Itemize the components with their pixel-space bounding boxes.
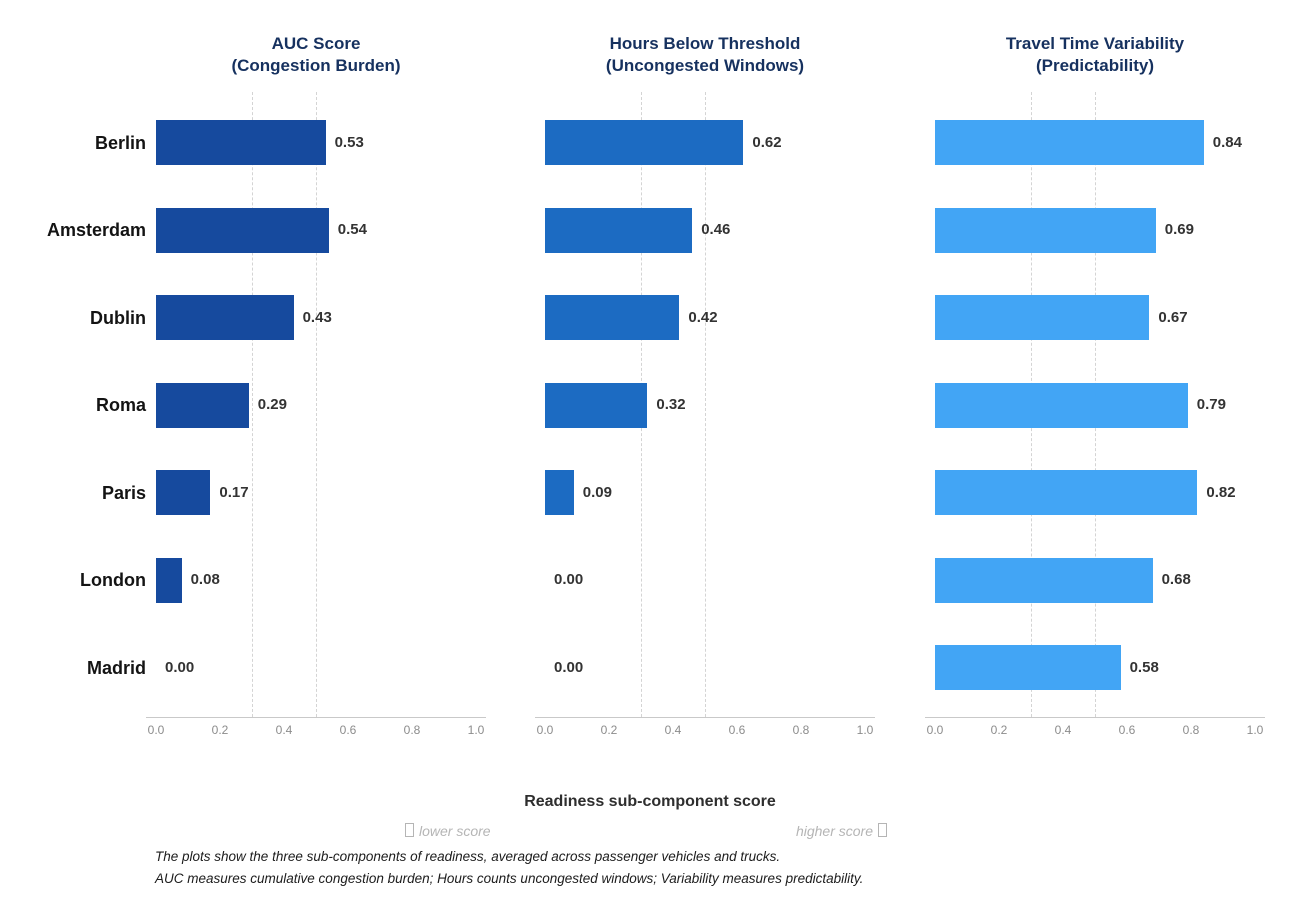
right-arrow-missing-glyph-icon	[878, 823, 887, 837]
bar-madrid	[935, 645, 1121, 691]
bar-value-label: 0.29	[257, 396, 287, 414]
panel-title-line2: (Uncongested Windows)	[605, 56, 805, 75]
category-label-madrid: Madrid	[86, 657, 146, 678]
bar-value-label: 0.17	[219, 483, 249, 501]
hint-lower-score-text: lower score	[419, 823, 491, 839]
footnote-line-2: AUC measures cumulative congestion burde…	[155, 871, 864, 886]
x-tick-label: 0.0	[536, 723, 554, 737]
x-tick-label: 0.4	[664, 723, 682, 737]
category-label-london: London	[80, 570, 146, 591]
x-axis-line	[535, 717, 875, 718]
bar-value-label: 0.00	[554, 571, 584, 589]
hint-lower-score: lower score	[405, 823, 491, 839]
x-tick-label: 0.2	[990, 723, 1008, 737]
x-tick-label: 0.2	[600, 723, 618, 737]
bar-dublin	[935, 295, 1150, 341]
bar-value-label: 0.32	[656, 396, 686, 414]
bar-london	[935, 557, 1153, 603]
x-tick-label: 0.4	[1054, 723, 1072, 737]
bar-roma	[156, 382, 249, 428]
bar-dublin	[156, 295, 294, 341]
x-tick-label: 0.8	[1182, 723, 1200, 737]
x-tick-label: 0.2	[211, 723, 229, 737]
bar-value-label: 0.00	[165, 658, 195, 676]
bar-amsterdam	[935, 207, 1156, 253]
bar-value-label: 0.68	[1161, 571, 1191, 589]
x-tick-label: 0.6	[1118, 723, 1136, 737]
bar-value-label: 0.42	[688, 308, 718, 326]
hint-higher-score: higher score	[796, 823, 887, 839]
category-label-paris: Paris	[101, 482, 146, 503]
x-tick-label: 0.0	[926, 723, 944, 737]
reference-line-0.3	[252, 92, 253, 717]
reference-line-0.5	[705, 92, 706, 717]
x-tick-label: 1.0	[856, 723, 874, 737]
bar-value-label: 0.46	[701, 221, 731, 239]
bar-london	[156, 557, 182, 603]
x-tick-label: 0.4	[275, 723, 293, 737]
x-tick-label: 1.0	[467, 723, 485, 737]
category-label-amsterdam: Amsterdam	[46, 220, 146, 241]
panel-title-line1: Travel Time Variability	[1005, 34, 1185, 53]
bar-berlin	[935, 120, 1204, 166]
bar-dublin	[545, 295, 680, 341]
reference-line-0.5	[316, 92, 317, 717]
bar-value-label: 0.43	[302, 308, 332, 326]
bar-value-label: 0.54	[337, 221, 367, 239]
panel-title-line2: (Predictability)	[1035, 56, 1155, 75]
panel-title-line1: AUC Score	[271, 34, 361, 53]
bar-paris	[935, 470, 1198, 516]
bar-paris	[545, 470, 574, 516]
bar-value-label: 0.53	[334, 133, 364, 151]
bar-amsterdam	[156, 207, 329, 253]
bar-roma	[545, 382, 648, 428]
panel-title-hours-below-threshold: Hours Below Threshold (Uncongested Windo…	[505, 33, 905, 77]
x-tick-label: 1.0	[1246, 723, 1264, 737]
bar-value-label: 0.58	[1129, 658, 1159, 676]
bar-amsterdam	[545, 207, 693, 253]
bar-value-label: 0.67	[1158, 308, 1188, 326]
x-axis-label: Readiness sub-component score	[524, 793, 776, 810]
bar-value-label: 0.84	[1212, 133, 1242, 151]
bar-berlin	[545, 120, 744, 166]
x-axis-line	[146, 717, 486, 718]
bar-berlin	[156, 120, 326, 166]
bar-value-label: 0.79	[1196, 396, 1226, 414]
bar-value-label: 0.08	[190, 571, 220, 589]
x-tick-label: 0.0	[147, 723, 165, 737]
panel-title-travel-time-variability: Travel Time Variability (Predictability)	[895, 33, 1295, 77]
x-axis-line	[925, 717, 1265, 718]
panel-title-line2: (Congestion Burden)	[231, 56, 401, 75]
bar-value-label: 0.62	[752, 133, 782, 151]
left-arrow-missing-glyph-icon	[405, 823, 414, 837]
bar-value-label: 0.00	[554, 658, 584, 676]
category-label-roma: Roma	[95, 395, 146, 416]
category-label-dublin: Dublin	[90, 307, 146, 328]
category-label-berlin: Berlin	[94, 132, 146, 153]
panel-title-auc-score: AUC Score (Congestion Burden)	[116, 33, 516, 77]
x-tick-label: 0.6	[339, 723, 357, 737]
bar-value-label: 0.69	[1164, 221, 1194, 239]
footnote-line-1: The plots show the three sub-components …	[155, 849, 781, 864]
panel-title-line1: Hours Below Threshold	[609, 34, 801, 53]
bar-value-label: 0.82	[1206, 483, 1236, 501]
x-tick-label: 0.8	[403, 723, 421, 737]
x-tick-label: 0.6	[728, 723, 746, 737]
x-tick-label: 0.8	[792, 723, 810, 737]
bar-roma	[935, 382, 1188, 428]
bar-paris	[156, 470, 211, 516]
axis-direction-hints: lower score higher score	[405, 823, 887, 839]
hint-higher-score-text: higher score	[795, 823, 873, 839]
bar-value-label: 0.09	[582, 483, 612, 501]
